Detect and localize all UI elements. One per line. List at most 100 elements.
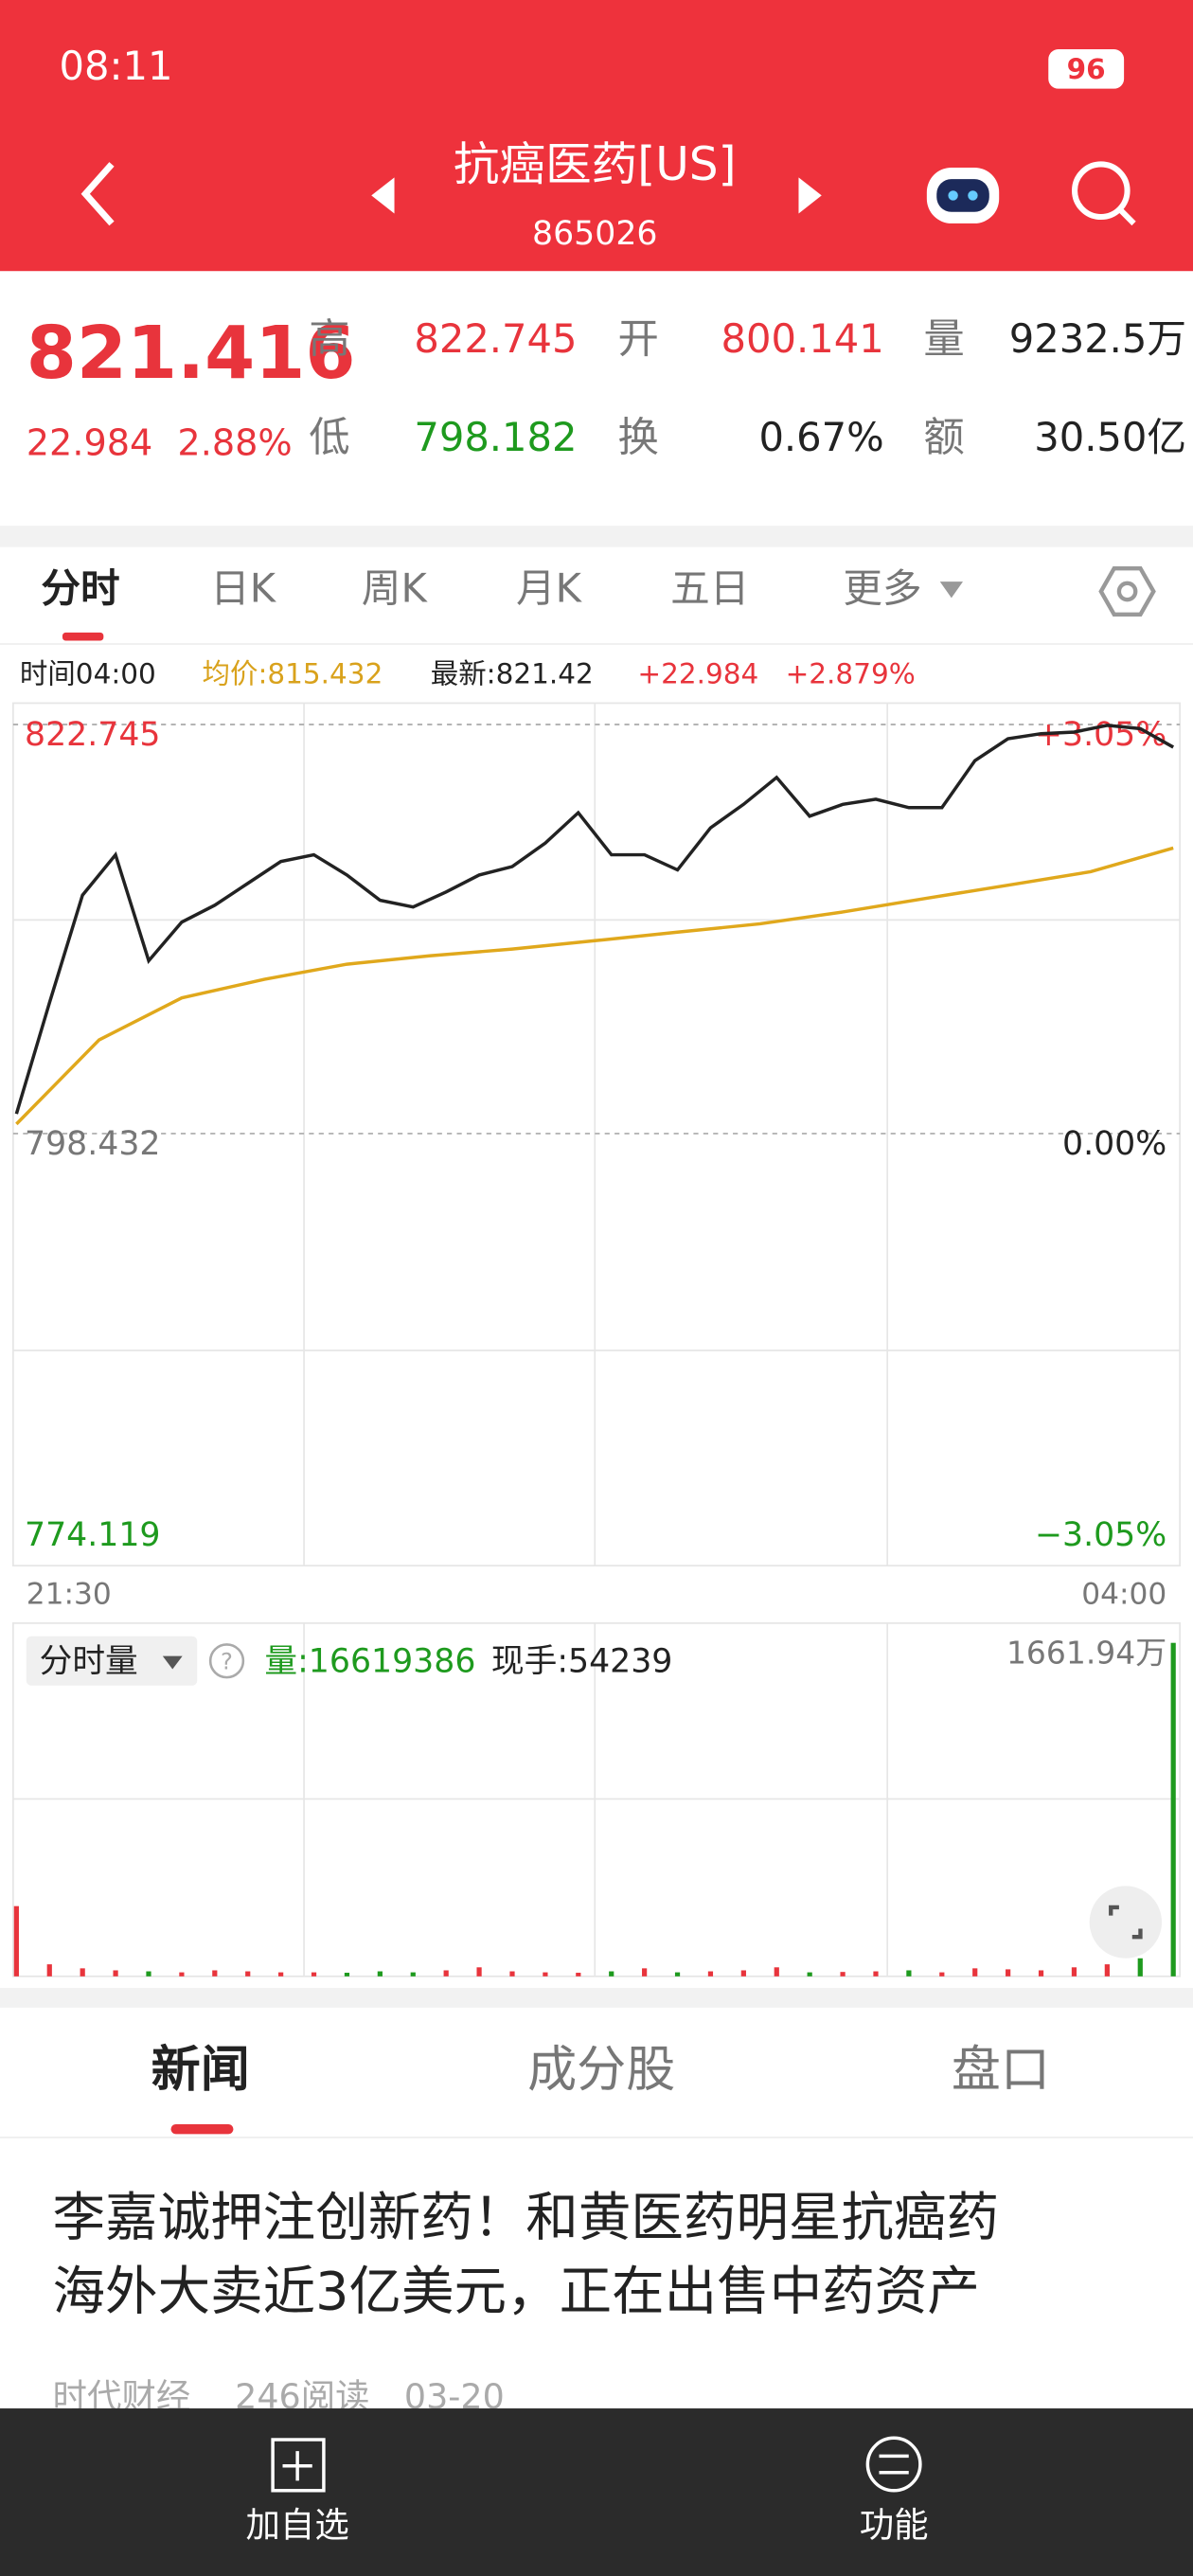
news-title[interactable]: 李嘉诚押注创新药！和黄医药明星抗癌药 <box>53 2187 1000 2248</box>
tab[interactable]: 分时 <box>41 564 119 611</box>
volume-bar <box>576 1973 581 1977</box>
field-value: 800.141 <box>721 315 884 362</box>
volume-bar <box>377 1971 383 1977</box>
volume-bar <box>642 1968 648 1977</box>
change: 22.984 <box>27 423 153 465</box>
tab[interactable]: 日K <box>210 564 277 611</box>
info-change: +22.984 <box>637 657 758 689</box>
field-label: 高 <box>309 315 349 363</box>
tab[interactable]: 五日 <box>670 564 749 611</box>
nav-label: 功能 <box>860 2504 929 2545</box>
y-tick-label: 774.119 <box>25 1516 160 1554</box>
volume-annotation: 现手:54239 <box>491 1643 672 1681</box>
volume-bar <box>674 1972 681 1977</box>
x-tick-label: 21:30 <box>27 1577 112 1611</box>
settings-button[interactable] <box>1098 566 1156 617</box>
volume-bar <box>1006 1969 1011 1977</box>
series-line <box>14 724 1175 1115</box>
info-percent: +2.879% <box>786 657 916 689</box>
volume-bar <box>344 1973 350 1977</box>
back-button[interactable] <box>80 162 115 226</box>
news-tab[interactable]: 新闻 <box>151 2042 250 2099</box>
dropdown-icon <box>939 581 964 599</box>
volume-bar <box>509 1971 515 1977</box>
field-label: 开 <box>618 315 659 363</box>
tab-indicator <box>62 632 104 641</box>
title: 抗癌医药[US] <box>454 138 737 191</box>
robot-button[interactable] <box>926 167 1000 224</box>
info-average: 均价:815.432 <box>202 657 383 689</box>
expand-button[interactable] <box>1089 1886 1163 1959</box>
nav-label: 加自选 <box>245 2504 348 2545</box>
volume-bar <box>740 1970 746 1977</box>
series-line <box>15 846 1174 1126</box>
y-tick-label: 798.432 <box>25 1125 160 1163</box>
tab[interactable]: 更多 <box>843 564 921 611</box>
volume-bar <box>212 1970 218 1977</box>
news-title[interactable]: 海外大卖近3亿美元，正在出售中药资产 <box>53 2262 980 2323</box>
volume-frame <box>12 1622 1181 1977</box>
volume-bar <box>410 1972 416 1977</box>
volume-chart: 1661.94万 <box>13 1634 1176 1977</box>
tab[interactable]: 月K <box>516 564 583 611</box>
volume-bar <box>873 1971 879 1977</box>
volume-annotation: 量:16619386 <box>264 1643 475 1681</box>
tab-indicator <box>170 2123 234 2135</box>
volume-bar <box>906 1970 912 1977</box>
volume-bar <box>939 1972 945 1977</box>
help-mark: ? <box>221 1648 233 1675</box>
info-latest: 最新:821.42 <box>431 657 594 689</box>
volume-bar <box>707 1971 714 1977</box>
volume-bar <box>807 1972 812 1977</box>
field-value: 0.67% <box>758 414 883 460</box>
volume-bar <box>311 1972 317 1977</box>
volume-bar <box>80 1968 85 1977</box>
volume-bar <box>972 1968 978 1977</box>
field-label: 量 <box>923 315 964 363</box>
volume-bar <box>1071 1967 1077 1977</box>
field-label: 低 <box>309 414 349 461</box>
header-bg <box>0 0 1193 272</box>
help-icon[interactable] <box>208 1643 245 1679</box>
volume-bar <box>476 1967 482 1977</box>
y2-tick-label: +3.05% <box>1035 716 1166 754</box>
settings-dot <box>1116 581 1138 602</box>
news-tab[interactable]: 成分股 <box>527 2042 675 2099</box>
volume-bar <box>1038 1970 1044 1977</box>
tab[interactable]: 周K <box>362 564 429 611</box>
volume-bar <box>1170 1642 1176 1977</box>
news-tab[interactable]: 盘口 <box>952 2042 1050 2099</box>
volume-bar <box>543 1972 548 1977</box>
info-time: 时间04:00 <box>20 657 156 689</box>
volume-bar <box>1104 1964 1110 1977</box>
bottom-nav <box>0 2408 1193 2576</box>
volume-bar <box>443 1970 449 1977</box>
field-value: 9232.5万 <box>1009 315 1186 362</box>
volume-bar <box>113 1970 118 1977</box>
y2-tick-label: −3.05% <box>1035 1516 1166 1554</box>
field-label: 额 <box>923 414 964 461</box>
battery-level: 96 <box>1067 53 1106 85</box>
field-label: 换 <box>618 414 659 461</box>
volume-bar <box>46 1964 52 1977</box>
y-tick-label: 822.745 <box>25 716 160 754</box>
prev-button[interactable] <box>371 177 395 214</box>
clock: 08:11 <box>59 43 172 89</box>
percent: 2.88% <box>177 423 292 465</box>
price: 821.416 <box>27 312 356 396</box>
y2-tick-label: 0.00% <box>1062 1125 1166 1163</box>
volume-selector[interactable] <box>26 1636 198 1686</box>
add-watch-button[interactable] <box>271 2438 326 2493</box>
y-tick-label: 1661.94万 <box>1006 1634 1166 1671</box>
volume-bar <box>1137 1958 1143 1977</box>
volume-title: 分时量 <box>40 1643 138 1681</box>
search-button[interactable] <box>1072 161 1136 226</box>
field-value: 30.50亿 <box>1034 414 1186 460</box>
function-button[interactable] <box>865 2436 922 2493</box>
price-chart: 774.119 798.432 822.745 −3.05% 0.00% +3.05% <box>12 716 1181 1554</box>
volume-bar <box>774 1967 779 1977</box>
volume-bar <box>245 1971 251 1977</box>
volume-bar <box>146 1971 151 1977</box>
volume-bar <box>179 1972 185 1977</box>
next-button[interactable] <box>798 177 822 214</box>
